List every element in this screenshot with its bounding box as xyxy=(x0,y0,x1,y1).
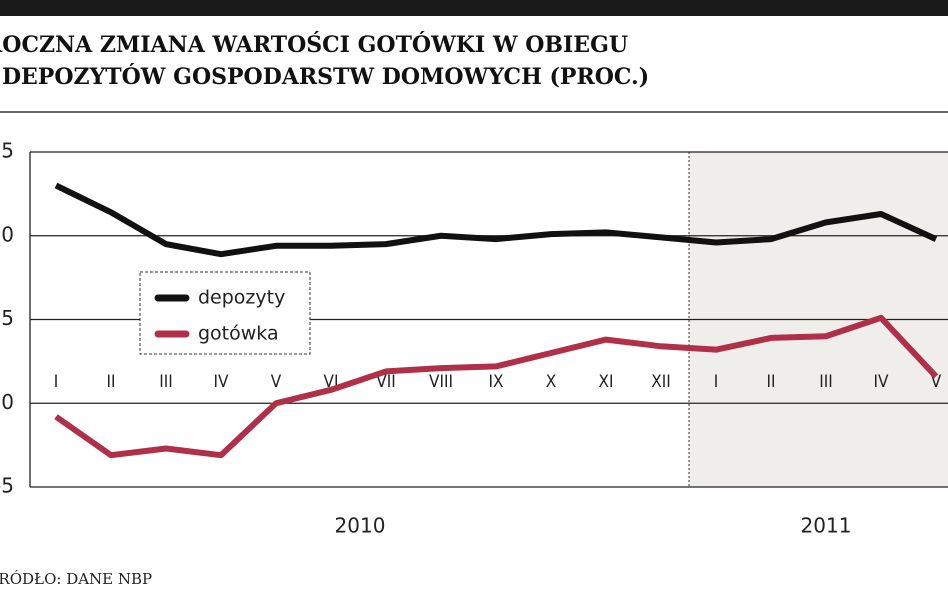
legend-label: gotówka xyxy=(198,323,279,345)
x-tick-label: X xyxy=(546,372,556,392)
legend-box xyxy=(139,271,311,355)
x-tick-label: II xyxy=(106,372,115,392)
legend-label: depozyty xyxy=(198,287,285,309)
x-tick-label: IX xyxy=(489,372,504,392)
y-tick-label: 10 xyxy=(0,222,14,246)
x-tick-label: VII xyxy=(376,372,395,392)
x-tick-label: V xyxy=(931,372,942,392)
x-tick-label: V xyxy=(271,372,282,392)
x-tick-label: IV xyxy=(214,372,230,392)
chart-title: ROCZNA ZMIANA WARTOŚCI GOTÓWKI W OBIEGU xyxy=(0,31,628,58)
x-tick-label: XII xyxy=(651,372,671,392)
chart-title: I DEPOZYTÓW GOSPODARSTW DOMOWYCH (PROC.) xyxy=(0,63,649,90)
x-tick-label: VIII xyxy=(429,372,453,392)
x-tick-label: III xyxy=(159,372,173,392)
year-label: 2011 xyxy=(801,514,852,538)
x-tick-label: III xyxy=(819,372,833,392)
x-tick-label: I xyxy=(54,372,59,392)
series-line xyxy=(54,314,939,459)
y-tick-label: 0 xyxy=(1,390,14,414)
x-tick-label: II xyxy=(766,372,775,392)
top-bar xyxy=(0,0,948,16)
y-tick-label: -5 xyxy=(0,474,14,498)
y-tick-label: 15 xyxy=(0,139,14,163)
year-label: 2010 xyxy=(335,514,386,538)
source: ŹRÓDŁO: DANE NBP xyxy=(0,570,152,588)
series-line xyxy=(54,182,938,258)
y-tick-label: 5 xyxy=(1,306,14,330)
x-tick-label: I xyxy=(714,372,719,392)
x-tick-label: IV xyxy=(874,372,890,392)
x-tick-label: XI xyxy=(599,372,614,392)
